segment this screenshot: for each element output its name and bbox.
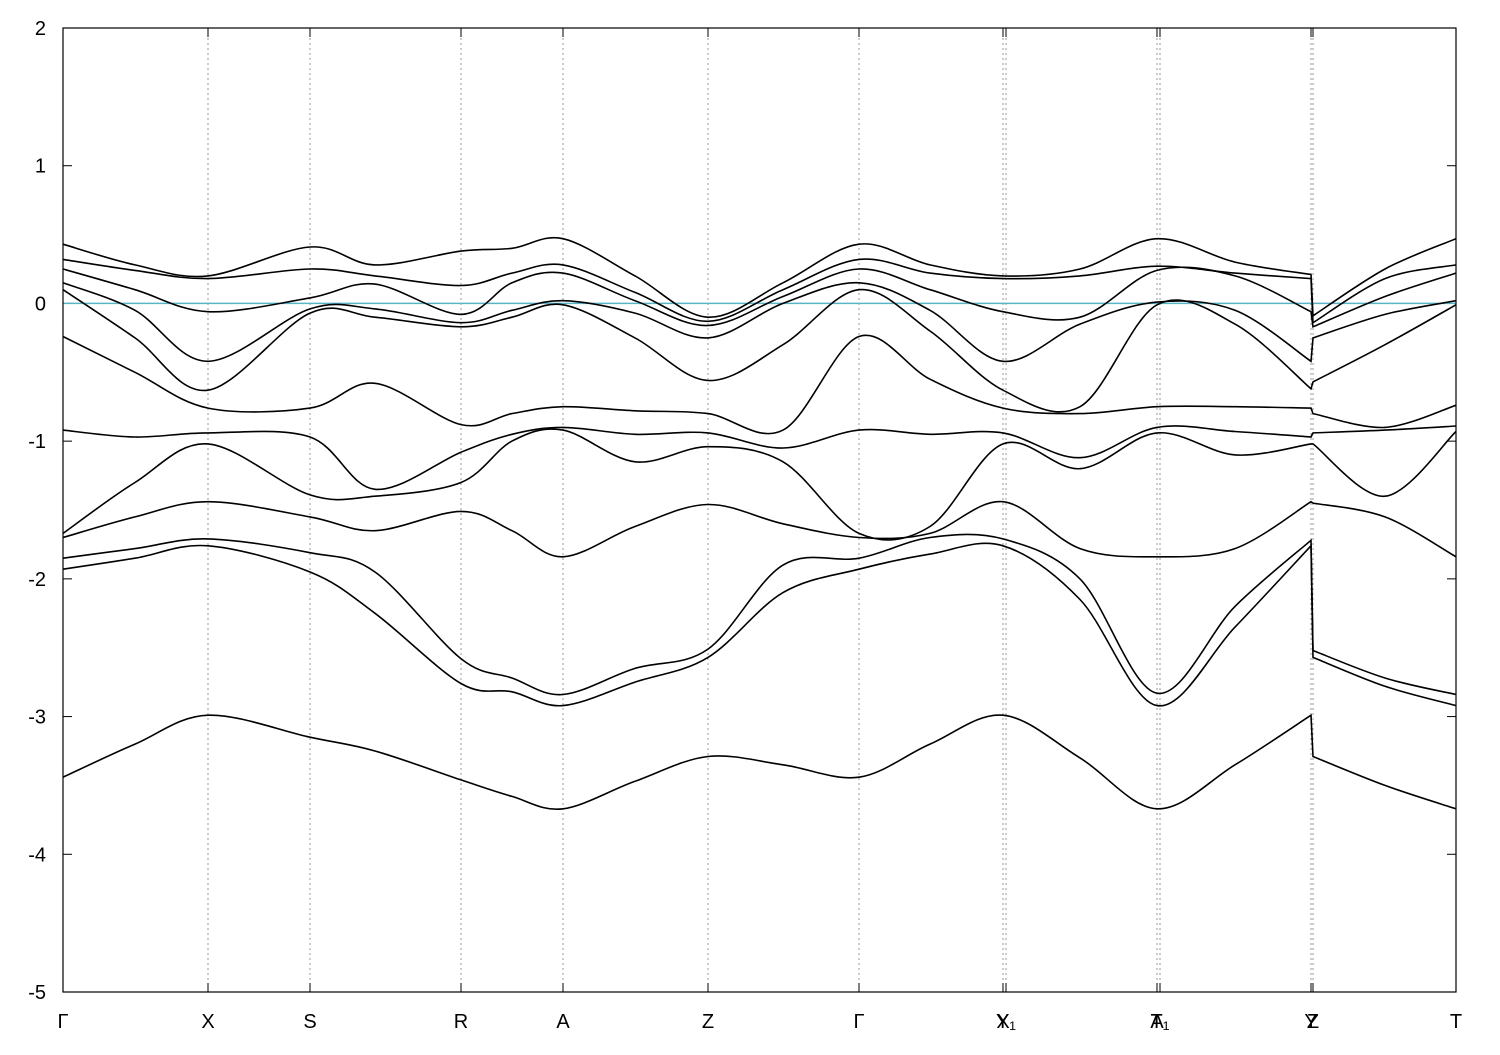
- y-tick-label: 0: [35, 293, 46, 315]
- x-tick-label: Y₁: [996, 1011, 1016, 1033]
- x-tick-label: Z: [702, 1011, 714, 1033]
- y-tick-label: 1: [35, 156, 46, 178]
- y-tick-label: -3: [28, 707, 46, 729]
- band-line: [62, 236, 1457, 319]
- y-tick-label: 2: [35, 18, 46, 40]
- x-tick-label: A: [1150, 1011, 1164, 1033]
- band-line: [62, 334, 1457, 435]
- band-line: [62, 533, 1457, 696]
- y-tick-label: -2: [28, 569, 46, 591]
- x-tick-label: A: [556, 1011, 570, 1033]
- x-tick-label: R: [454, 1011, 468, 1033]
- x-tick-label: T: [1450, 1011, 1462, 1033]
- y-tick-label: -4: [28, 844, 46, 866]
- x-tick-label: T₁: [1151, 1011, 1170, 1033]
- x-tick-label: S: [303, 1011, 316, 1033]
- plot-frame: [62, 27, 1457, 993]
- band-line: [62, 428, 1457, 541]
- band-line: [62, 425, 1457, 491]
- band-line: [62, 281, 1457, 363]
- y-tick-label: -1: [28, 431, 46, 453]
- x-tick-label: Y: [1304, 1011, 1317, 1033]
- x-tick-label: Γ: [57, 1011, 68, 1033]
- band-line: [62, 266, 1457, 328]
- band-line: [62, 258, 1457, 325]
- x-tick-label: X: [996, 1011, 1009, 1033]
- band-line: [62, 713, 1457, 811]
- band-line: [62, 288, 1457, 413]
- x-tick-label: Z: [1307, 1011, 1319, 1033]
- y-tick-label: -5: [28, 982, 46, 1004]
- x-tick-label: X: [201, 1011, 214, 1033]
- band-line: [62, 542, 1457, 707]
- x-tick-label: Γ: [853, 1011, 864, 1033]
- band-line: [62, 500, 1457, 558]
